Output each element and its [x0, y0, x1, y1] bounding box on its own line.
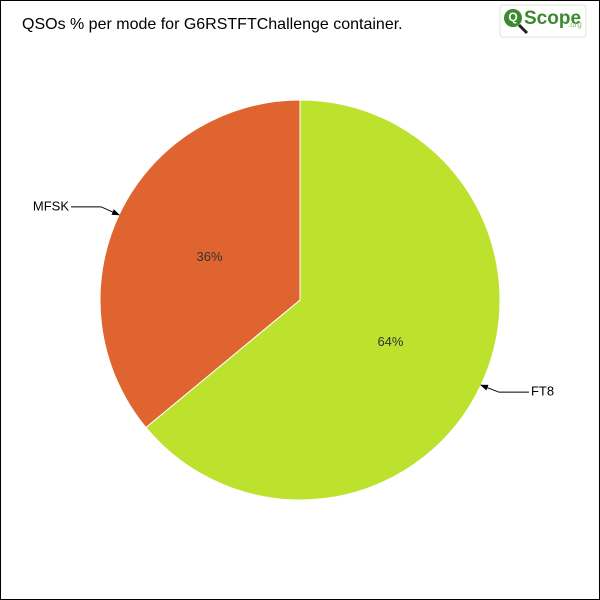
logo: Q Scope .org — [499, 4, 587, 38]
value-label: 64% — [377, 334, 403, 349]
logo-mark: Q — [508, 10, 517, 24]
logo-handle — [517, 23, 529, 35]
category-label: FT8 — [531, 384, 554, 399]
chart-title: QSOs % per mode for G6RSTFTChallenge con… — [22, 16, 403, 33]
logo-text: Scope — [524, 8, 581, 29]
value-label: 36% — [197, 249, 223, 264]
category-label: MFSK — [33, 198, 69, 213]
leader-line — [71, 206, 120, 216]
logo-suffix: .org — [568, 20, 582, 29]
leader-line — [480, 384, 529, 393]
logo-icon — [504, 9, 522, 27]
